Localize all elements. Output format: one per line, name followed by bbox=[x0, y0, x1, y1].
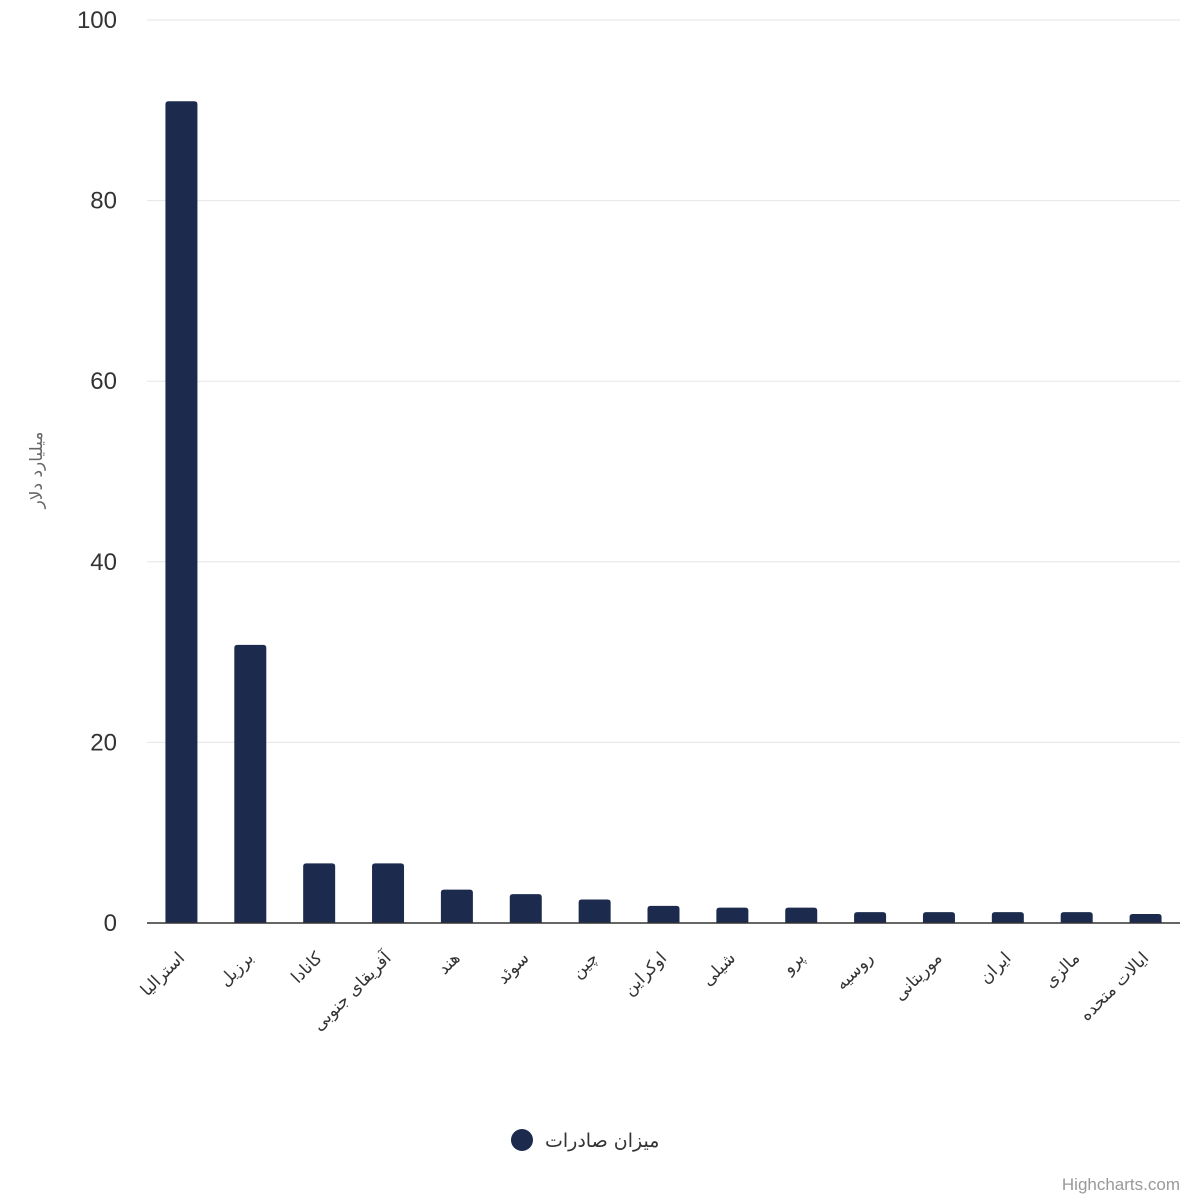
y-tick-label: 40 bbox=[90, 549, 117, 576]
bar[interactable] bbox=[647, 905, 680, 923]
x-tick-label: چین bbox=[568, 948, 602, 982]
credits-link[interactable]: Highcharts.com bbox=[1062, 1175, 1180, 1194]
y-tick-label: 100 bbox=[77, 7, 117, 34]
x-tick-label: مالزی bbox=[1040, 948, 1084, 992]
y-tick-label: 60 bbox=[90, 368, 117, 395]
legend-marker bbox=[511, 1129, 533, 1151]
bar[interactable] bbox=[234, 644, 267, 923]
bar[interactable] bbox=[854, 912, 887, 923]
bar[interactable] bbox=[440, 889, 473, 923]
x-tick-label: استرالیا bbox=[137, 948, 189, 1000]
bar[interactable] bbox=[1060, 912, 1093, 923]
y-tick-label: 0 bbox=[104, 910, 117, 937]
x-tick-label: پرو bbox=[778, 948, 809, 979]
bar[interactable] bbox=[991, 912, 1024, 923]
x-tick-label: ایالات متحده bbox=[1076, 948, 1153, 1025]
x-tick-label: موریتانی bbox=[890, 948, 947, 1005]
bar[interactable] bbox=[165, 101, 198, 923]
x-tick-label: هند bbox=[434, 948, 464, 978]
legend[interactable]: میزان صادرات bbox=[511, 1129, 659, 1152]
y-axis-ticks: 0 20 40 60 80 100 bbox=[77, 7, 117, 937]
x-tick-label: اوکراین bbox=[620, 948, 671, 999]
bar[interactable] bbox=[922, 912, 955, 923]
x-tick-label: شیلی bbox=[698, 948, 740, 990]
bar[interactable] bbox=[716, 907, 749, 923]
bar[interactable] bbox=[578, 899, 611, 923]
legend-item-label[interactable]: میزان صادرات bbox=[545, 1130, 659, 1152]
grid-lines bbox=[147, 19, 1180, 743]
y-tick-label: 20 bbox=[90, 729, 117, 756]
bars bbox=[165, 101, 1162, 923]
x-tick-label: سوئد bbox=[493, 948, 533, 988]
x-tick-label: ایران bbox=[976, 948, 1016, 988]
x-tick-label: کانادا bbox=[287, 948, 327, 988]
x-tick-label: برزیل bbox=[215, 948, 257, 990]
y-axis-title: میلیارد دلار bbox=[27, 432, 47, 510]
y-tick-label: 80 bbox=[90, 188, 117, 215]
bar[interactable] bbox=[785, 907, 818, 923]
bar[interactable] bbox=[372, 863, 405, 923]
x-tick-label: روسیه bbox=[832, 948, 878, 994]
bar[interactable] bbox=[509, 894, 542, 923]
bar[interactable] bbox=[303, 863, 336, 923]
bar[interactable] bbox=[1129, 913, 1162, 923]
